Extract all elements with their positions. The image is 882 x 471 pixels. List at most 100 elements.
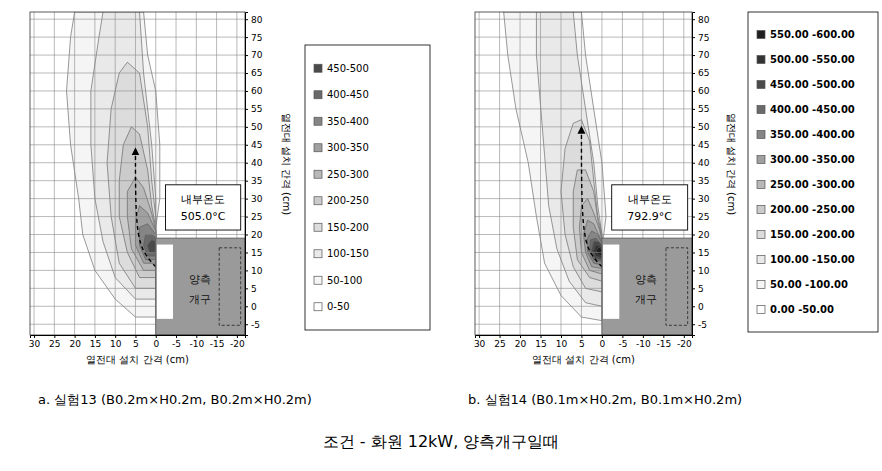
x-tick-label: -10 (636, 339, 651, 349)
flow-arrow (135, 148, 155, 266)
figure: 양측개구내부온도505.0°C302520151050-5-10-15-20-5… (0, 0, 882, 471)
x-tick-mark (500, 335, 501, 338)
x-tick-label: 10 (110, 339, 122, 349)
opening-front (157, 245, 173, 319)
x-tick-label: 25 (49, 339, 60, 349)
y-tick-mark (692, 109, 695, 110)
legend: 450-500400-450350-400300-350250-300200-2… (305, 45, 430, 330)
legend-swatch (757, 256, 765, 264)
y-tick-mark (245, 288, 248, 289)
grid-line-y (475, 55, 692, 56)
x-tick: 10 (556, 335, 568, 349)
y-tick-mark (692, 91, 695, 92)
annotation-text: 505.0°C (181, 210, 226, 223)
x-tick-label: 5 (133, 339, 139, 349)
y-tick-label: 15 (698, 248, 709, 258)
x-tick-mark (196, 335, 197, 338)
y-tick-label: 65 (698, 68, 709, 78)
grid-line-x (540, 12, 541, 335)
x-tick-mark (581, 335, 582, 338)
y-tick-label: 70 (698, 50, 710, 60)
panel: 양측개구내부온도505.0°C302520151050-5-10-15-20-5… (29, 12, 430, 407)
y-tick: 30 (245, 194, 263, 204)
isotherm-region (127, 177, 155, 270)
grid-line-y (30, 144, 245, 145)
x-axis-line (31, 336, 246, 339)
x-tick-mark (95, 335, 96, 338)
grid-line-y (475, 234, 692, 235)
y-tick-mark (245, 199, 248, 200)
y-tick-label: 25 (698, 212, 709, 222)
x-tick-label: 0 (153, 339, 159, 349)
y-tick-label: 55 (698, 104, 709, 114)
y-tick-label: 40 (251, 158, 263, 168)
y-tick-mark (692, 19, 695, 20)
x-axis-title: 열전대 설치 간격 (cm) (532, 354, 635, 365)
x-tick-mark (176, 335, 177, 338)
plot-background (30, 12, 245, 335)
grid-line-y (475, 108, 692, 109)
grid-line-y (475, 162, 692, 163)
x-tick-label: 15 (90, 339, 101, 349)
y-tick-label: 0 (698, 302, 704, 312)
y-tick-label: 35 (251, 176, 262, 186)
legend-label: 200-250 (327, 195, 369, 206)
x-axis-line (476, 336, 693, 339)
y-tick-mark (692, 324, 695, 325)
x-tick: -5 (172, 335, 181, 349)
y-tick-mark (692, 55, 695, 56)
legend-swatch (757, 31, 765, 39)
x-axis: 302520151050-5-10-15-20 (474, 335, 693, 349)
isotherm-region (573, 170, 602, 281)
y-tick-label: 5 (251, 284, 257, 294)
y-tick-label: 0 (251, 302, 257, 312)
opening-box (156, 238, 245, 335)
legend-label: 250-300 (327, 169, 369, 180)
y-tick-mark (692, 306, 695, 307)
panel: 양측개구내부온도792.9°C302520151050-5-10-15-20-5… (468, 12, 878, 407)
x-tick-label: 20 (515, 339, 527, 349)
legend-label: 350-400 (327, 116, 369, 127)
grid-line-y (475, 180, 692, 181)
y-tick-mark (692, 270, 695, 271)
y-tick: 15 (692, 248, 709, 258)
isotherm-region (504, 12, 606, 321)
legend-box (305, 45, 430, 330)
y-tick: 15 (245, 248, 262, 258)
opening (156, 238, 245, 335)
y-tick-label: 10 (251, 266, 263, 276)
legend-swatch (757, 106, 765, 114)
x-tick-label: -15 (210, 339, 225, 349)
isotherm-region (594, 245, 602, 258)
y-tick: 35 (245, 176, 262, 186)
x-tick-mark (622, 335, 623, 338)
y-tick: 50 (692, 122, 710, 132)
y-tick-label: 15 (251, 248, 262, 258)
grid-line-y (475, 19, 692, 20)
y-tick-mark (245, 270, 248, 271)
legend-swatch (757, 181, 765, 189)
x-tick-label: -20 (677, 339, 692, 349)
x-tick-mark (643, 335, 644, 338)
x-tick-mark (156, 335, 157, 338)
y-tick: 75 (692, 33, 709, 43)
legend-label: 400.00 -450.00 (770, 104, 855, 115)
x-tick: -20 (677, 335, 692, 349)
legend-label: 100-150 (327, 248, 369, 259)
x-tick: -10 (189, 335, 204, 349)
legend-swatch (757, 56, 765, 64)
grid-line-y (30, 19, 245, 20)
opening-front (603, 245, 619, 319)
x-tick: 25 (49, 335, 60, 349)
x-tick: 0 (153, 335, 159, 349)
y-tick-label: 25 (251, 212, 262, 222)
y-tick: 75 (245, 33, 262, 43)
x-tick-label: 20 (69, 339, 81, 349)
y-tick-label: 10 (698, 266, 710, 276)
legend-label: 0-50 (327, 301, 350, 312)
x-tick-label: -5 (618, 339, 627, 349)
legend-swatch (314, 223, 322, 231)
grid-line-x (115, 12, 116, 335)
y-tick: 45 (245, 140, 262, 150)
legend-swatch (757, 81, 765, 89)
